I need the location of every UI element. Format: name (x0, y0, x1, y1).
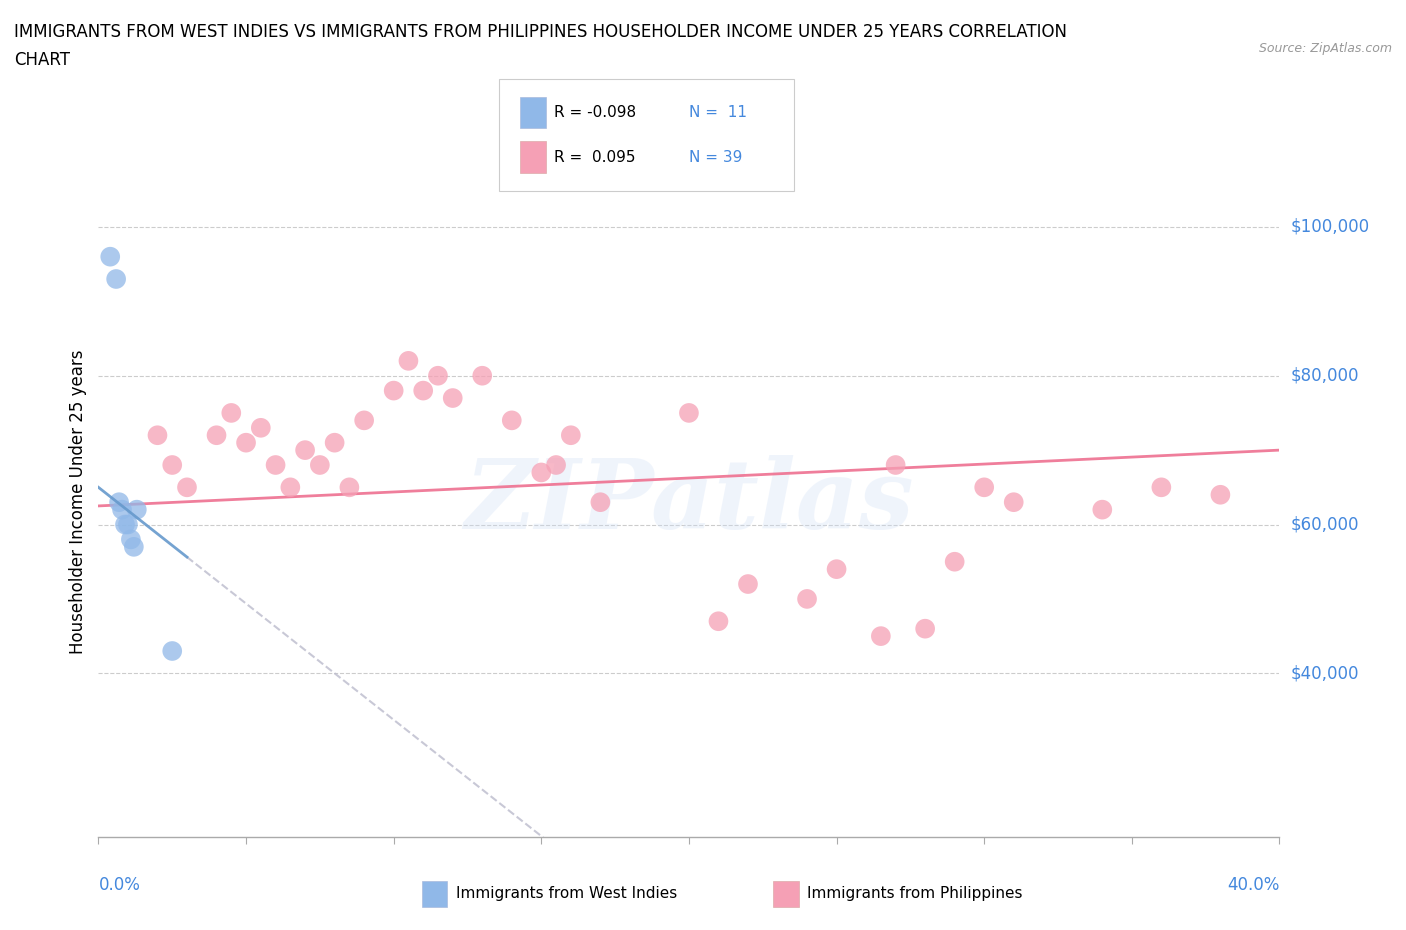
Text: $60,000: $60,000 (1291, 515, 1360, 534)
Point (120, 532, 142, 547)
Text: Immigrants from West Indies: Immigrants from West Indies (456, 886, 676, 901)
Point (219, 405, 242, 420)
Text: 40.0%: 40.0% (1227, 876, 1279, 894)
Point (796, 591, 818, 606)
Text: N =  11: N = 11 (689, 105, 747, 120)
Point (125, 502, 148, 517)
Point (111, 502, 134, 517)
Text: Immigrants from Philippines: Immigrants from Philippines (807, 886, 1022, 901)
Text: IMMIGRANTS FROM WEST INDIES VS IMMIGRANTS FROM PHILIPPINES HOUSEHOLDER INCOME UN: IMMIGRANTS FROM WEST INDIES VS IMMIGRANT… (14, 23, 1067, 41)
Point (353, 413, 375, 428)
Point (122, 539, 145, 554)
Point (707, 614, 730, 629)
Point (117, 517, 139, 532)
Text: ZIPatlas: ZIPatlas (464, 455, 914, 550)
Point (501, 413, 523, 428)
Point (264, 458, 287, 472)
Point (98, 249, 121, 264)
Point (914, 621, 936, 636)
Point (176, 480, 198, 495)
Point (146, 428, 169, 443)
Point (337, 480, 360, 495)
Point (427, 368, 450, 383)
Point (530, 465, 553, 480)
Y-axis label: Householder Income Under 25 years: Householder Income Under 25 years (69, 350, 87, 655)
Point (235, 435, 257, 450)
Text: N = 39: N = 39 (689, 150, 742, 165)
Point (162, 644, 183, 658)
Text: $80,000: $80,000 (1291, 366, 1360, 385)
Text: 0.0%: 0.0% (98, 876, 141, 894)
Point (105, 272, 128, 286)
Point (396, 353, 419, 368)
Point (825, 562, 848, 577)
Text: CHART: CHART (14, 51, 70, 69)
Point (176, 926, 198, 930)
Point (943, 554, 966, 569)
Point (294, 443, 316, 458)
Point (471, 368, 494, 383)
Point (884, 458, 907, 472)
Point (412, 383, 434, 398)
Point (589, 495, 612, 510)
Point (250, 420, 273, 435)
Point (1091, 502, 1114, 517)
Point (309, 458, 332, 472)
Point (108, 495, 131, 510)
Text: R = -0.098: R = -0.098 (554, 105, 636, 120)
Point (162, 458, 183, 472)
Point (323, 435, 346, 450)
Point (382, 383, 405, 398)
Point (205, 428, 228, 443)
Point (544, 458, 567, 472)
Text: $40,000: $40,000 (1291, 664, 1360, 683)
Point (1002, 495, 1025, 510)
Point (278, 480, 302, 495)
Point (869, 629, 891, 644)
Point (678, 405, 700, 420)
Point (560, 428, 582, 443)
Text: Source: ZipAtlas.com: Source: ZipAtlas.com (1258, 42, 1392, 55)
Point (1209, 487, 1232, 502)
Point (737, 577, 759, 591)
Text: R =  0.095: R = 0.095 (554, 150, 636, 165)
Point (114, 517, 136, 532)
Point (441, 391, 464, 405)
Point (973, 480, 995, 495)
Text: $100,000: $100,000 (1291, 218, 1369, 236)
Point (1150, 480, 1173, 495)
